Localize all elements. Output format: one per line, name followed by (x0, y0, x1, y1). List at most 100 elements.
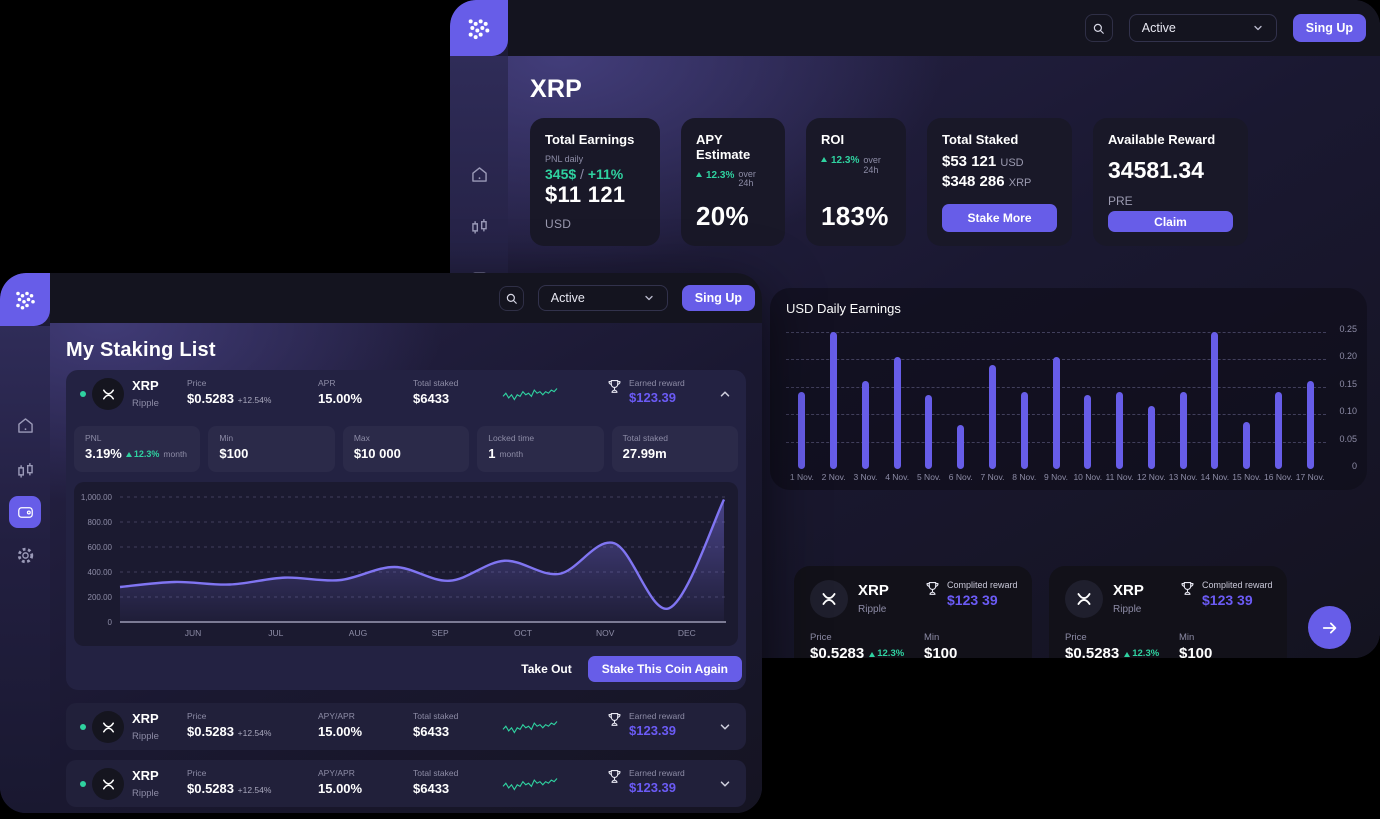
search-button[interactable] (1084, 14, 1113, 42)
signup-button[interactable]: Sing Up (681, 285, 755, 311)
triangle-up-icon (869, 652, 876, 657)
roi-value: 183% (821, 201, 889, 231)
coin-header: XRP Ripple (1065, 580, 1271, 618)
status-filter-dropdown[interactable]: Active (537, 285, 668, 311)
sidebar-item-home[interactable] (467, 162, 491, 186)
stake-more-button[interactable]: Stake More (942, 204, 1057, 232)
logo-dots-icon (15, 291, 35, 310)
staking-row[interactable]: XRP Ripple Price $0.5283 +12.54% APY/APR 15… (66, 703, 746, 750)
min-field: Min $100 (1179, 632, 1213, 658)
triangle-up-icon (125, 452, 132, 457)
chevron-down-icon (645, 295, 653, 301)
available-reward-value: 34581.34 PRE (1108, 157, 1204, 208)
app-logo[interactable] (0, 273, 50, 326)
candlestick-chart-icon (17, 462, 33, 477)
trophy-icon (606, 768, 623, 790)
chevron-down-icon (1254, 25, 1262, 31)
staking-list-window: Active Sing Up My Staking List XRP Ripple… (0, 273, 762, 813)
price-column: Price $0.5283 +12.54% (187, 711, 272, 739)
earned-reward-column: Earned reward $123.39 (606, 378, 685, 405)
search-icon (1094, 23, 1105, 34)
daily-earnings-plot (786, 332, 1326, 469)
staked-usd: $53 121 USD (942, 153, 1024, 170)
earned-reward-column: Earned reward $123.39 (606, 711, 685, 738)
sidebar-item-settings[interactable] (13, 543, 37, 567)
earned-reward-column: Earned reward $123.39 (606, 768, 685, 795)
coin-symbol: XRP (858, 581, 889, 599)
xrp-coin-icon (92, 711, 124, 743)
status-filter-dropdown[interactable]: Active (1128, 14, 1277, 42)
pnl-label: PNL daily (545, 154, 584, 164)
coin-network: Ripple (132, 398, 159, 409)
sidebar-item-markets[interactable] (13, 458, 37, 482)
sidebar-item-markets[interactable] (467, 214, 491, 238)
coin-network: Ripple (132, 788, 159, 799)
total-earnings-card: Total Earnings PNL daily 345$ / +11% $11… (530, 118, 660, 246)
staked-column: Total staked $6433 (413, 378, 459, 406)
staked-xrp: $348 286 XRP (942, 173, 1032, 190)
price-column: Price $0.5283 +12.54% (187, 378, 272, 406)
apy-change: 12.3% over 24h (696, 169, 770, 189)
logo-dots-icon (468, 19, 490, 40)
active-status-dot (80, 391, 86, 397)
coin-symbol: XRP (1113, 581, 1144, 599)
staking-row[interactable]: XRP Ripple Price $0.5283 +12.54% APY/APR 15… (66, 760, 746, 807)
search-button[interactable] (498, 285, 524, 311)
take-out-button[interactable]: Take Out (521, 662, 572, 676)
chevron-down-icon[interactable] (718, 720, 732, 734)
trophy-icon (606, 378, 623, 400)
sidebar-item-home[interactable] (13, 413, 37, 437)
topbar: Active Sing Up (50, 273, 762, 323)
chevron-down-icon[interactable] (718, 777, 732, 791)
reward-cards: XRP Ripple Complited reward $123 39 Price … (794, 566, 1287, 658)
card-title: Total Earnings (545, 132, 635, 147)
price-column: Price $0.5283 +12.54% (187, 768, 272, 796)
trophy-icon (1179, 580, 1196, 608)
reward-card[interactable]: XRP Ripple Complited reward $123 39 Price … (1049, 566, 1287, 658)
signup-button[interactable]: Sing Up (1292, 14, 1366, 42)
coin-symbol: XRP (132, 378, 159, 393)
active-status-dot (80, 724, 86, 730)
card-title: Available Reward (1108, 132, 1216, 147)
sparkline-chart (502, 388, 558, 401)
card-title: ROI (821, 132, 845, 147)
staking-row-header[interactable]: XRP Ripple Price $0.5283 +12.54% APR 15.00%… (66, 370, 746, 418)
wallet-icon (17, 506, 33, 518)
locked-time-chip: Locked time 1 month (477, 426, 604, 472)
app-logo[interactable] (450, 0, 508, 56)
chevron-up-icon[interactable] (718, 387, 732, 401)
price-field: Price $0.5283 12.3% (1065, 632, 1160, 658)
total-staked-card: Total Staked $53 121 USD $348 286 XRP St… (927, 118, 1072, 246)
coin-network: Ripple (858, 603, 887, 615)
min-chip: Min $100 (208, 426, 335, 472)
search-icon (506, 293, 517, 304)
total-earnings-value: $11 121 USD (545, 182, 626, 231)
daily-earnings-panel: USD Daily Earnings 1 Nov. 2 Nov. 3 Nov. 4 N… (770, 288, 1367, 490)
page-title: XRP (530, 75, 583, 103)
max-chip: Max $10 000 (342, 426, 470, 472)
reward-card[interactable]: XRP Ripple Complited reward $123 39 Price … (794, 566, 1032, 658)
coin-symbol: XRP (132, 711, 159, 726)
trophy-icon (924, 580, 941, 608)
roi-change: 12.3% over 24h (821, 155, 891, 175)
home-icon (17, 417, 33, 433)
next-arrow-button[interactable] (1308, 606, 1351, 649)
candlestick-chart-icon (471, 218, 487, 233)
coin-header: XRP Ripple (810, 580, 1016, 618)
total-staked-chip: Total staked 27.99m (611, 426, 739, 472)
min-field: Min $100 (924, 632, 958, 658)
completed-reward: Complited reward $123 39 (924, 580, 1018, 608)
trophy-icon (606, 711, 623, 733)
triangle-up-icon (696, 172, 702, 177)
apr-column: APR 15.00% (318, 378, 363, 406)
sparkline-chart (502, 721, 558, 734)
sidebar (0, 326, 50, 813)
claim-button[interactable]: Claim (1108, 211, 1233, 232)
daily-earnings-title: USD Daily Earnings (786, 301, 901, 316)
sidebar-item-wallet-active[interactable] (9, 496, 41, 528)
stake-again-button[interactable]: Stake This Coin Again (587, 656, 742, 682)
xrp-coin-icon (92, 768, 124, 800)
status-filter-value: Active (1141, 21, 1176, 35)
staked-column: Total staked $6433 (413, 768, 459, 796)
apr-column: APY/APR 15.00% (318, 711, 363, 739)
